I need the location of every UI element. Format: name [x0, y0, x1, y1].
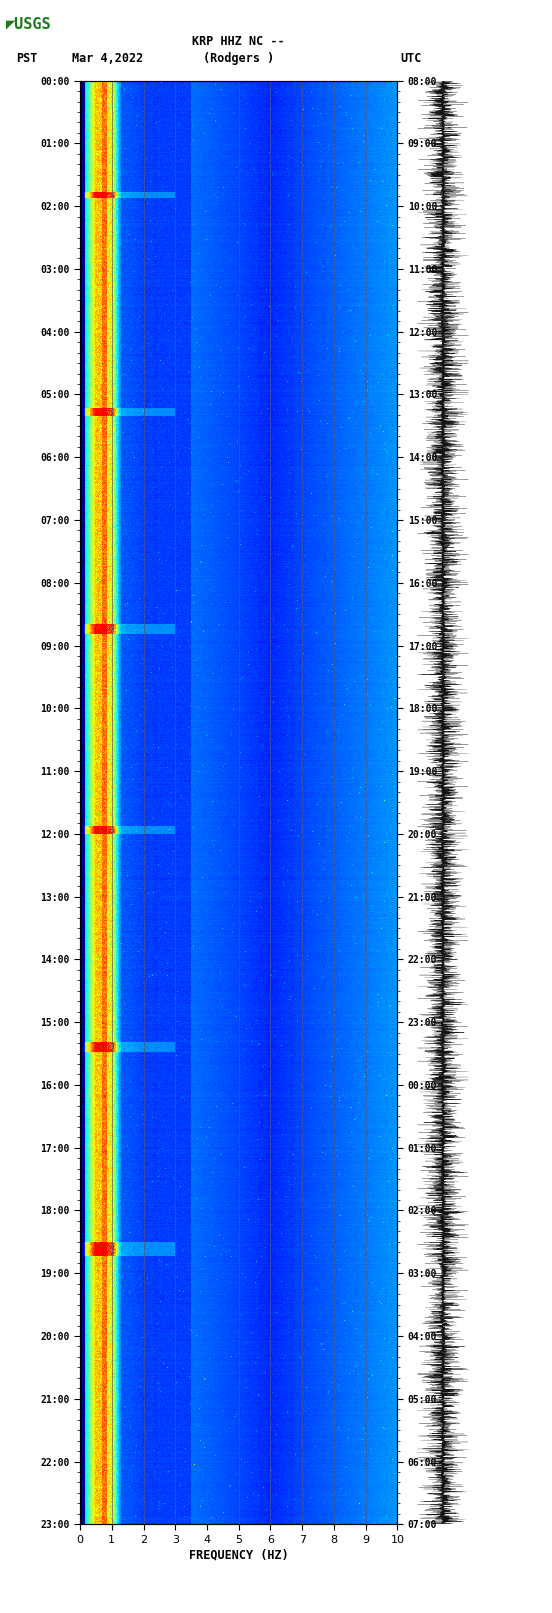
- Text: Mar 4,2022: Mar 4,2022: [72, 52, 143, 65]
- Text: PST: PST: [17, 52, 38, 65]
- Text: (Rodgers ): (Rodgers ): [203, 52, 274, 65]
- Text: ◤USGS: ◤USGS: [6, 16, 51, 32]
- Text: KRP HHZ NC --: KRP HHZ NC --: [193, 35, 285, 48]
- Text: UTC: UTC: [400, 52, 422, 65]
- X-axis label: FREQUENCY (HZ): FREQUENCY (HZ): [189, 1548, 289, 1561]
